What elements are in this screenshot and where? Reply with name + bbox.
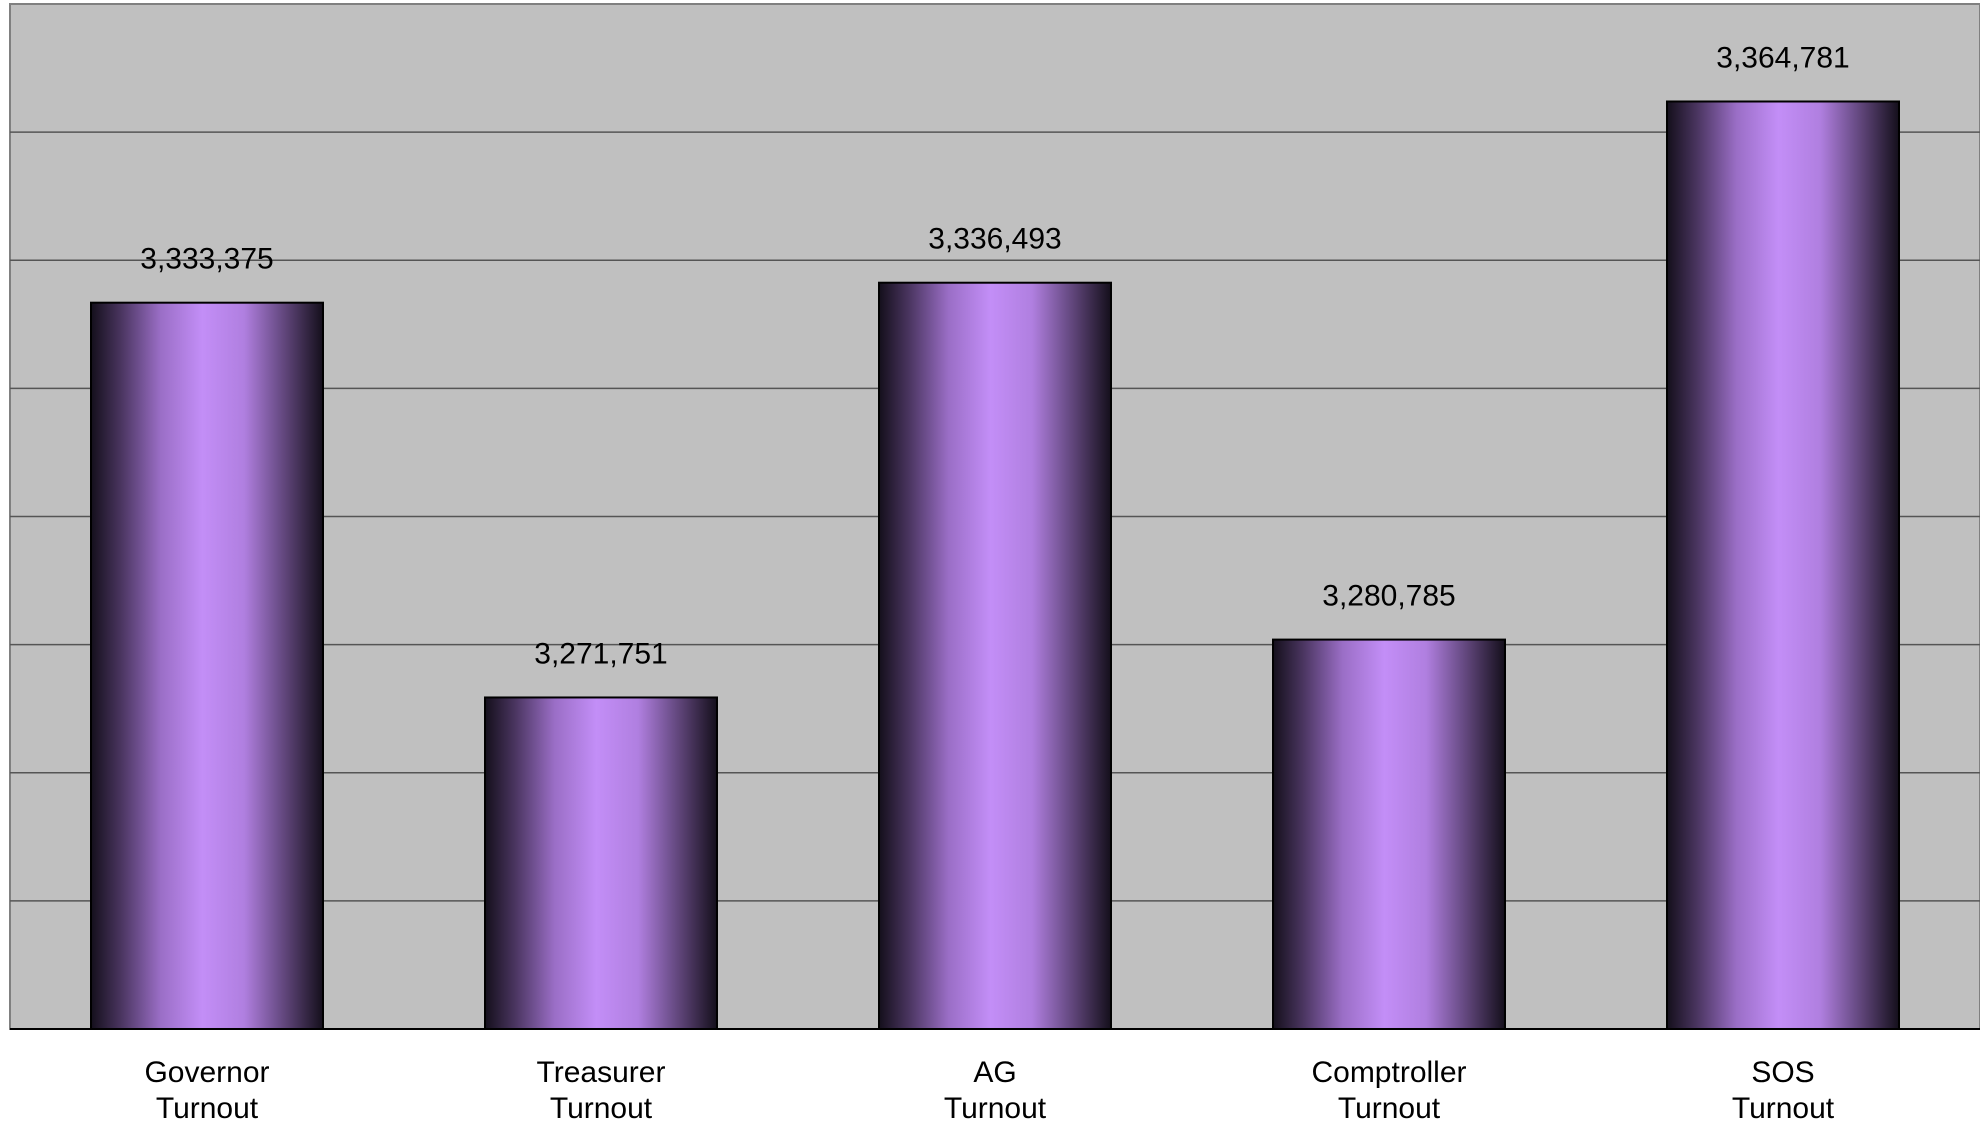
category-label: Turnout (550, 1092, 653, 1122)
category-label: Turnout (944, 1092, 1047, 1122)
category-label: Turnout (156, 1092, 259, 1122)
bar (1666, 100, 1900, 1031)
category-label: Turnout (1338, 1092, 1441, 1122)
bar (1272, 638, 1506, 1030)
category-label: Treasurer (537, 1056, 666, 1089)
bar-value-label: 3,336,493 (928, 223, 1061, 256)
bar (90, 301, 324, 1030)
category-label: AG (973, 1056, 1016, 1089)
bar-value-label: 3,364,781 (1716, 41, 1849, 74)
category-label: SOS (1751, 1056, 1814, 1089)
category-label: Turnout (1732, 1092, 1835, 1122)
category-labels: GovernorTurnoutTreasurerTurnoutAGTurnout… (144, 1056, 1834, 1122)
bar (484, 696, 718, 1030)
bar-series (90, 100, 1900, 1031)
category-label: Comptroller (1311, 1056, 1466, 1089)
bar-value-label: 3,271,751 (534, 637, 667, 670)
bar-value-label: 3,280,785 (1322, 580, 1455, 613)
category-label: Governor (144, 1056, 269, 1089)
data-labels: 3,333,375 3,271,751 3,336,493 3,280,785 3,36… (140, 41, 1849, 670)
bar-value-label: 3,333,375 (140, 243, 273, 276)
bar (878, 281, 1112, 1030)
